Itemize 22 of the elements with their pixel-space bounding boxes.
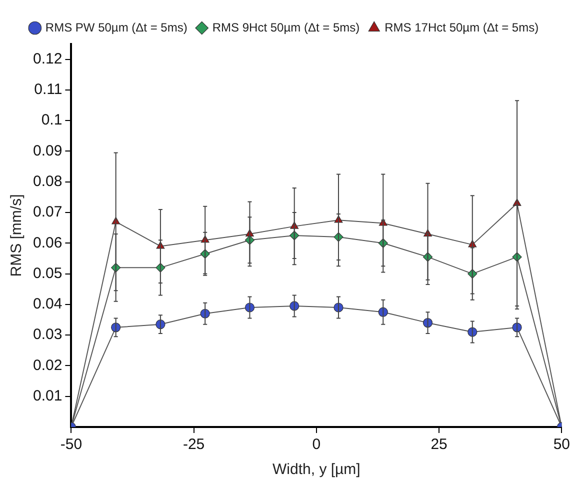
x-tick-label: 0	[312, 436, 321, 454]
legend-label: RMS 9Hct 50µm (Δt = 5ms)	[212, 20, 360, 34]
y-tick-label: 0.01	[32, 388, 62, 404]
x-tick-label: -25	[182, 436, 205, 454]
y-tick-label: 0.06	[32, 234, 62, 252]
y-tick-label: 0.1	[41, 112, 62, 129]
y-tick-label: 0.07	[32, 204, 62, 221]
y-tick-label: 0.11	[34, 81, 62, 98]
x-tick-label: -50	[60, 436, 82, 454]
x-axis-title: Width, y [µm]	[272, 461, 360, 478]
y-tick-label: 0.08	[32, 173, 62, 190]
y-tick-label: 0.03	[32, 326, 62, 344]
y-tick-label: 0.12	[32, 50, 62, 68]
y-tick-label: 0.04	[32, 296, 62, 313]
x-tick-label: 25	[430, 436, 448, 454]
y-axis-title: RMS [mm/s]	[8, 194, 26, 277]
y-tick-label: 0.09	[32, 142, 62, 160]
y-tick-label: 0.02	[32, 356, 62, 374]
y-tick-label: 0.05	[32, 264, 62, 282]
legend-label: RMS PW 50µm (Δt = 5ms)	[45, 20, 188, 34]
x-tick-label: 50	[553, 436, 570, 454]
legend-label: RMS 17Hct 50µm (Δt = 5ms)	[384, 20, 539, 34]
